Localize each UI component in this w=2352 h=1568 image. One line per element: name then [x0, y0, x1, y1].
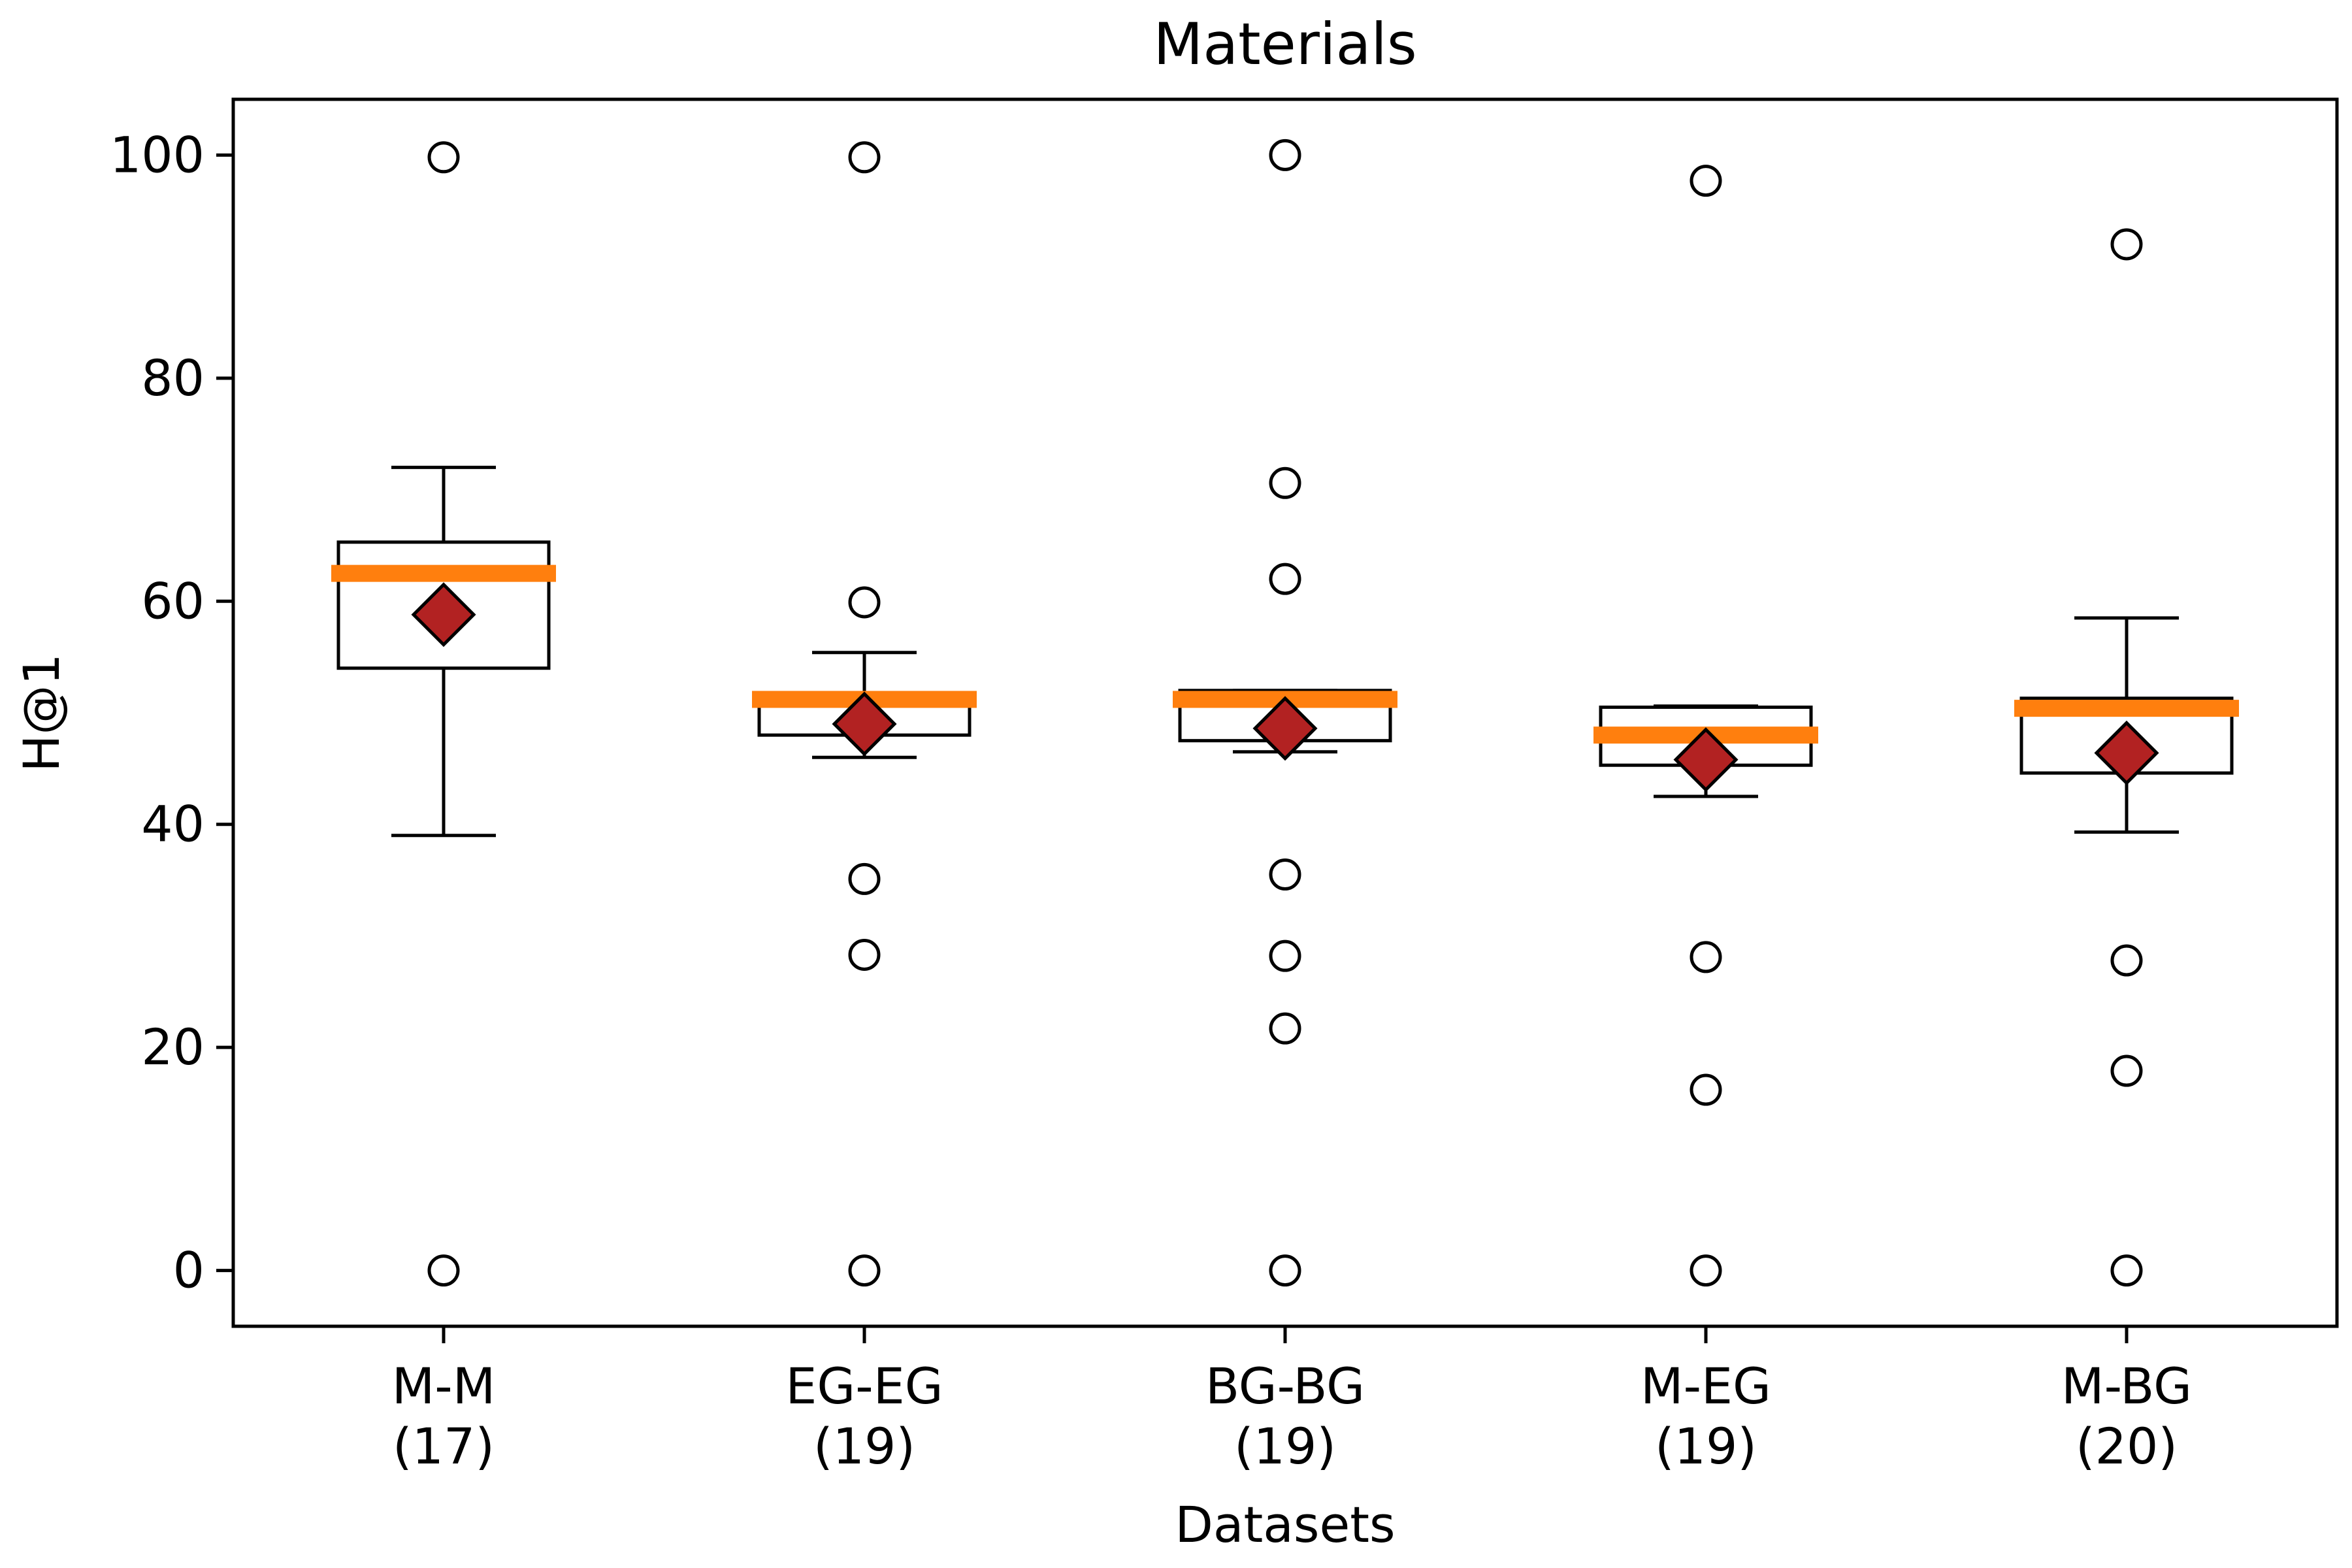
outlier-point	[1269, 563, 1301, 595]
outlier-point	[2110, 228, 2143, 261]
y-tick-label: 100	[110, 125, 204, 184]
mean-marker	[1252, 696, 1318, 761]
outlier-point	[1690, 1073, 1722, 1106]
mean-marker	[2094, 720, 2159, 785]
outlier-point	[2110, 944, 2143, 977]
outlier-point	[1269, 1012, 1301, 1045]
y-tick-label: 80	[141, 349, 204, 407]
y-tick-label: 60	[141, 572, 204, 630]
y-tick-label: 0	[173, 1241, 204, 1299]
outlier-point	[1269, 858, 1301, 891]
y-axis: 0 20 40 60 80 100	[110, 125, 233, 1299]
outlier-point	[848, 141, 881, 174]
plot-area	[331, 139, 2239, 1287]
outlier-point	[1690, 1254, 1722, 1287]
y-tick-label: 20	[141, 1018, 204, 1076]
outlier-point	[848, 938, 881, 971]
outlier-point	[1269, 939, 1301, 972]
outlier-point	[427, 1254, 460, 1287]
x-tick-label: BG-BG	[1205, 1357, 1365, 1415]
outlier-point	[1690, 941, 1722, 973]
mean-marker	[1673, 727, 1739, 792]
x-tick-count: (19)	[1234, 1417, 1336, 1475]
box-group	[1173, 139, 1397, 1287]
x-tick-label: M-BG	[2061, 1357, 2192, 1415]
x-tick-label: EG-EG	[785, 1357, 943, 1415]
outlier-point	[1269, 466, 1301, 499]
outlier-point	[1269, 1254, 1301, 1287]
x-tick-count: (20)	[2076, 1417, 2178, 1475]
box-group	[2014, 228, 2239, 1287]
y-tick-label: 40	[141, 795, 204, 853]
mean-marker	[411, 582, 476, 647]
outlier-point	[427, 141, 460, 174]
outlier-point	[848, 586, 881, 619]
box-group	[331, 141, 556, 1287]
y-axis-label: H@1	[12, 653, 71, 772]
x-tick-count: (17)	[393, 1417, 495, 1475]
iqr-box	[336, 540, 551, 670]
box-group	[752, 141, 977, 1287]
mean-marker	[832, 691, 897, 757]
x-tick-count: (19)	[813, 1417, 915, 1475]
x-axis-label: Datasets	[1175, 1495, 1395, 1554]
outlier-point	[1269, 139, 1301, 171]
x-axis: M-M(17)EG-EG(19)BG-BG(19)M-EG(19)M-BG(20…	[392, 1326, 2192, 1475]
outlier-point	[848, 1254, 881, 1287]
x-tick-count: (19)	[1655, 1417, 1757, 1475]
outlier-point	[848, 862, 881, 895]
outlier-point	[1690, 165, 1722, 197]
outlier-point	[2110, 1054, 2143, 1087]
box-group	[1593, 165, 1818, 1287]
x-tick-label: M-EG	[1641, 1357, 1771, 1415]
outlier-point	[2110, 1254, 2143, 1287]
x-tick-label: M-M	[392, 1357, 496, 1415]
chart-title: Materials	[1153, 10, 1416, 78]
